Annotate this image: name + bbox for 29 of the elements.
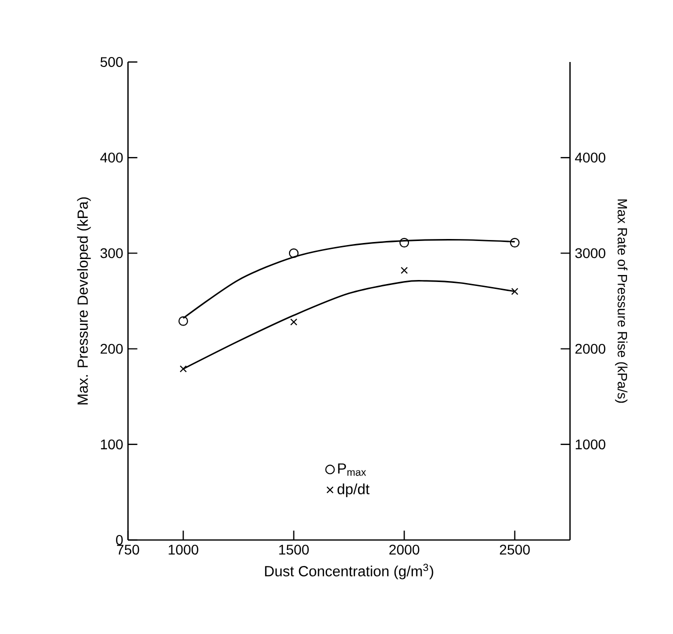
y2-tick-label: 1000 — [576, 439, 606, 450]
y2-tick-label: 2000 — [575, 344, 606, 354]
point — [288, 248, 299, 258]
point — [399, 238, 410, 248]
y-tick-label: 400 — [100, 152, 123, 163]
x-tick-label: 2000 — [389, 544, 420, 555]
y-tick-label: 100 — [101, 439, 123, 450]
legend-label: P$_{max}$ — [338, 463, 366, 476]
x-tick-label: 1000 — [168, 544, 198, 555]
x-axis-title: Dust Concentration (g/m$^{3}$) — [265, 564, 434, 580]
point — [178, 316, 188, 326]
y2-tick-label: 4000 — [575, 152, 606, 163]
x-tick-label: 750 — [117, 544, 140, 555]
legend-label: dp/dt — [338, 484, 370, 498]
point — [511, 288, 518, 295]
y2-tick-label: 3000 — [575, 248, 606, 258]
point — [510, 238, 520, 248]
y-axis-title: Max. Pressure Developed (kPa) — [77, 197, 91, 404]
y-tick-label: 500 — [100, 57, 123, 67]
y-tick-label: 300 — [100, 248, 123, 258]
line-series — [182, 280, 516, 370]
y2-axis-title: Max Rate of Pressure Rise (kPa/s) — [615, 199, 628, 403]
y-tick-label: 200 — [100, 344, 123, 354]
point — [180, 365, 187, 372]
point — [290, 318, 298, 326]
x-tick-label: 2500 — [500, 544, 530, 555]
point — [400, 266, 408, 274]
x-tick-label: 1500 — [279, 544, 309, 555]
y-tick-label: 0 — [116, 535, 123, 545]
